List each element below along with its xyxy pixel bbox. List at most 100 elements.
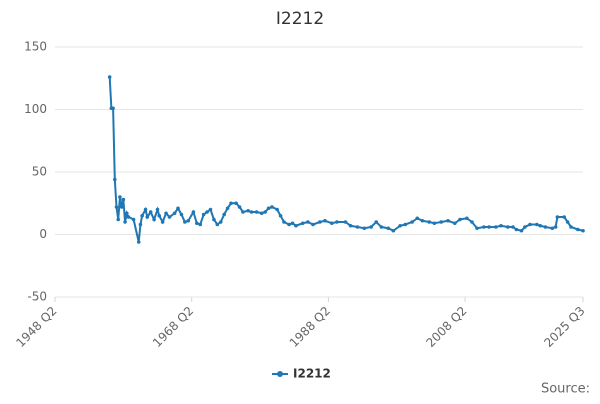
point xyxy=(249,210,254,214)
point xyxy=(218,220,223,224)
x-tick-label: 2025 Q3 xyxy=(541,304,587,350)
point xyxy=(553,225,558,229)
point xyxy=(179,212,184,217)
point xyxy=(300,221,305,226)
point xyxy=(410,220,414,224)
point xyxy=(164,211,168,216)
point xyxy=(511,225,515,229)
point xyxy=(576,227,580,232)
point xyxy=(287,222,291,227)
point xyxy=(330,221,334,226)
point xyxy=(311,222,315,227)
point xyxy=(528,222,532,227)
point xyxy=(191,210,196,214)
point xyxy=(246,208,250,213)
point xyxy=(555,215,560,219)
point xyxy=(323,218,327,223)
point xyxy=(335,220,339,224)
point xyxy=(107,75,112,79)
point xyxy=(263,210,267,214)
point xyxy=(465,216,469,221)
point xyxy=(348,223,353,228)
point xyxy=(148,210,153,214)
point xyxy=(270,205,274,209)
point xyxy=(499,223,503,228)
point xyxy=(523,225,527,229)
y-tick-label: -50 xyxy=(27,290,47,304)
point xyxy=(114,205,119,209)
point xyxy=(126,215,131,219)
point xyxy=(215,222,220,227)
point xyxy=(282,220,286,224)
legend-label: I2212 xyxy=(293,367,331,381)
point xyxy=(152,217,156,222)
chart-title: I2212 xyxy=(276,9,324,29)
point xyxy=(514,227,519,232)
point xyxy=(222,212,226,217)
point xyxy=(118,195,122,199)
point xyxy=(116,217,121,222)
point xyxy=(208,207,213,212)
point xyxy=(124,211,129,216)
point xyxy=(343,220,348,224)
point xyxy=(259,211,264,216)
point xyxy=(160,220,165,224)
point xyxy=(420,218,425,223)
point xyxy=(205,210,209,214)
point xyxy=(386,226,391,231)
point xyxy=(237,205,242,209)
x-tick-label: 1968 Q2 xyxy=(150,304,196,350)
x-tick-label: 1948 Q2 xyxy=(13,304,59,350)
point xyxy=(374,220,379,224)
point xyxy=(294,223,298,228)
point xyxy=(167,215,172,219)
point xyxy=(475,226,479,231)
y-tick-label: 0 xyxy=(39,227,47,241)
point xyxy=(470,220,474,224)
point xyxy=(369,225,373,229)
point xyxy=(306,220,310,224)
point xyxy=(391,228,396,233)
point xyxy=(569,225,573,229)
point xyxy=(212,217,216,222)
point xyxy=(138,222,143,227)
series-line xyxy=(108,76,584,243)
point xyxy=(415,216,420,221)
point xyxy=(123,220,127,224)
point xyxy=(143,207,148,212)
point xyxy=(121,197,126,202)
point xyxy=(254,210,259,214)
y-tick-label: 150 xyxy=(24,40,47,54)
point xyxy=(241,210,245,214)
point xyxy=(562,215,567,219)
point xyxy=(458,217,462,222)
point xyxy=(432,221,437,226)
point xyxy=(427,220,432,224)
point xyxy=(494,225,498,229)
x-tick-label: 2008 Q2 xyxy=(423,304,469,350)
point xyxy=(113,177,117,182)
point xyxy=(186,218,191,223)
point xyxy=(225,206,230,211)
point xyxy=(355,225,360,229)
point xyxy=(131,217,136,222)
point xyxy=(543,225,548,229)
point xyxy=(119,205,124,209)
source: Source: xyxy=(541,382,590,397)
point xyxy=(145,215,150,219)
point xyxy=(234,201,238,206)
point xyxy=(140,213,144,218)
point xyxy=(278,213,283,218)
point xyxy=(487,225,491,229)
point xyxy=(506,225,510,229)
point xyxy=(275,207,279,212)
point xyxy=(201,212,206,217)
point xyxy=(550,226,555,231)
point xyxy=(538,223,543,228)
legend-marker xyxy=(277,371,283,377)
point xyxy=(519,228,524,233)
point xyxy=(581,228,585,233)
point xyxy=(157,213,162,218)
point xyxy=(318,220,322,224)
